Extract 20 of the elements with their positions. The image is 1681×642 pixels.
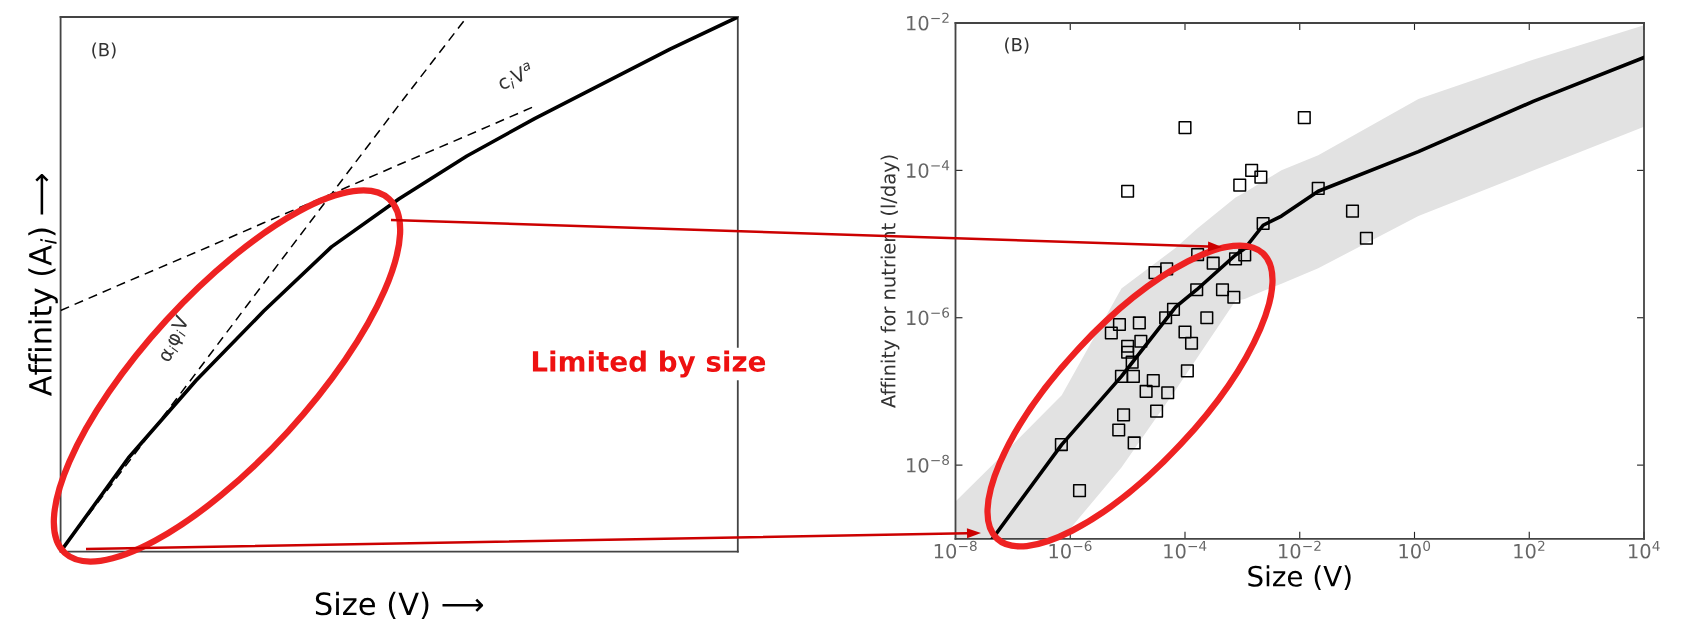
x-tick-label: 10$^{4}$ (1629, 540, 1660, 559)
y-tick-label: 10$^{−2}$ (907, 12, 949, 31)
annotation: c$_{i}$V$^{a}$ (496, 61, 536, 94)
x-tick-label: 10$^{2}$ (1514, 540, 1545, 559)
annotation: (B) (1005, 37, 1029, 54)
x-tick-label: 10$^{−2}$ (1279, 540, 1321, 559)
y-tick-label: 10$^{−6}$ (907, 307, 950, 326)
y-axis-title: Affinity (A$_{i}$) ⟶ (28, 173, 58, 397)
x-tick-label: 10$^{0}$ (1399, 540, 1431, 559)
x-tick-label: 10$^{−8}$ (934, 540, 977, 559)
y-axis-title: Affinity for nutrient (l/day) (880, 155, 900, 408)
x-tick-label: 10$^{−4}$ (1164, 540, 1207, 559)
y-tick-label: 10$^{−4}$ (907, 160, 950, 178)
x-axis-title: Size (V) (1248, 565, 1351, 591)
annotation: α$_{i}$φ$_{i}$V (156, 314, 193, 365)
y-tick-label: 10$^{−8}$ (907, 454, 950, 473)
annotation: (B) (92, 42, 116, 59)
annotation: Limited by size (532, 350, 766, 378)
x-axis-title: Size (V) ⟶ (315, 591, 484, 619)
x-tick-label: 10$^{−6}$ (1049, 540, 1092, 559)
